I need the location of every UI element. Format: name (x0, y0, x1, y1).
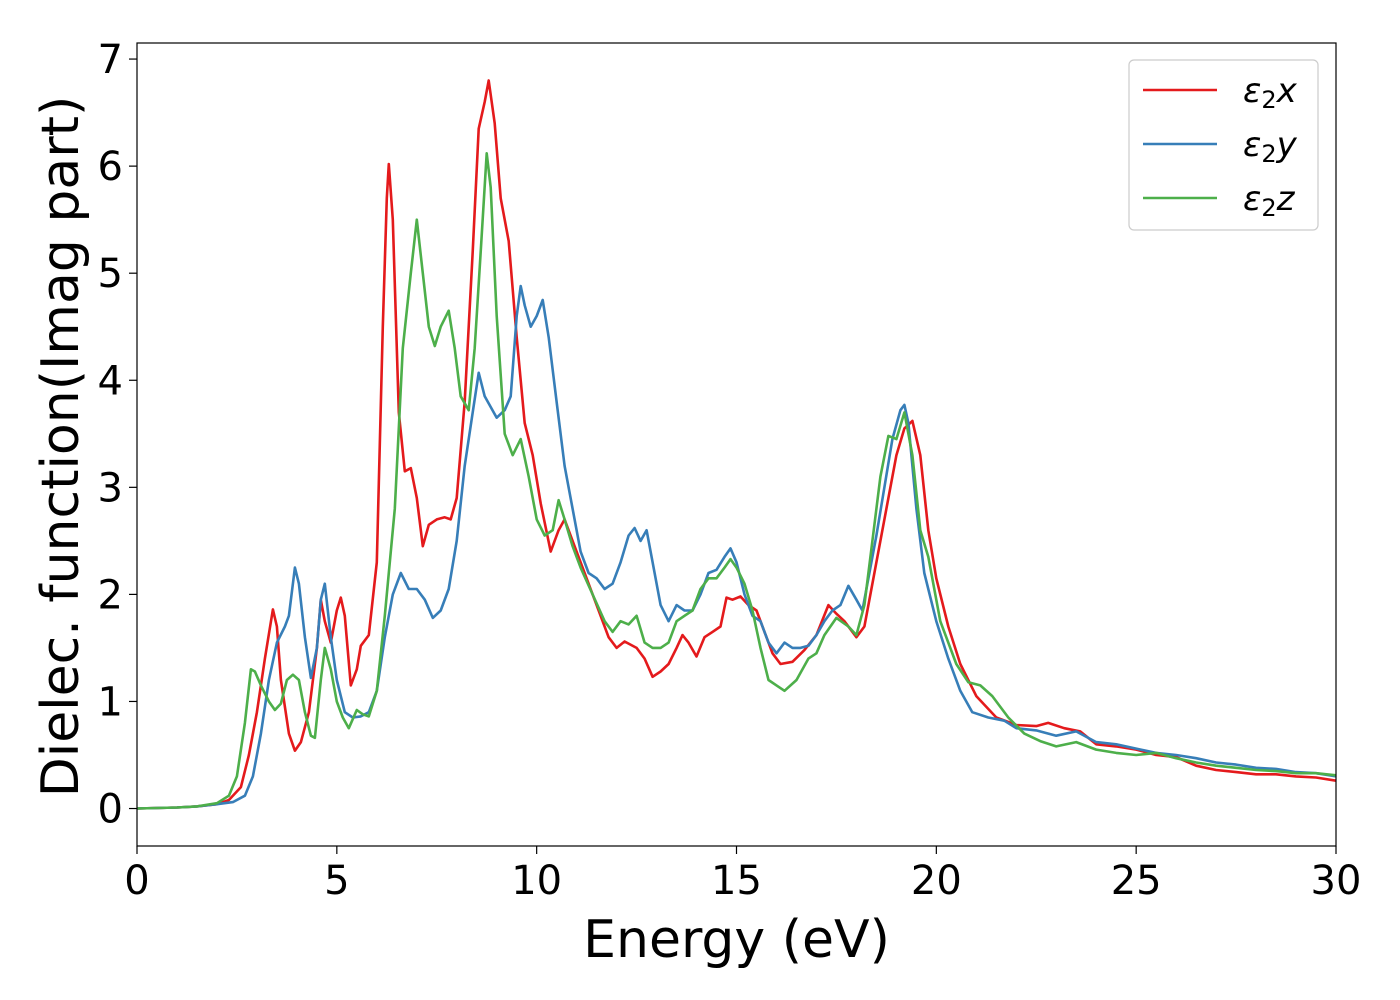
series-line-x (136, 79, 1337, 810)
series-line-z (136, 152, 1337, 810)
x-axis-title: Energy (eV) (583, 910, 890, 970)
x-tick-label: 20 (911, 858, 962, 904)
y-tick-label: 2 (98, 572, 123, 618)
series-line-y (136, 284, 1337, 810)
x-tick-label: 5 (324, 858, 349, 904)
y-tick-label: 5 (98, 251, 123, 297)
y-tick-label: 0 (98, 787, 123, 833)
legend-label-z: ε2z (1243, 179, 1296, 222)
x-tick-label: 10 (511, 858, 562, 904)
y-axis-ticks: 0 1 2 3 4 5 6 7 (98, 37, 137, 833)
legend-label-y: ε2y (1243, 125, 1298, 168)
x-tick-label: 0 (124, 858, 149, 904)
x-tick-label: 30 (1311, 858, 1362, 904)
y-axis-title: Dielec. function(Imag part) (31, 96, 91, 798)
y-tick-label: 7 (98, 37, 123, 83)
legend: ε2x ε2y ε2z (1128, 59, 1319, 231)
legend-label-x: ε2x (1243, 71, 1298, 114)
y-tick-label: 6 (98, 144, 123, 190)
x-tick-label: 15 (711, 858, 762, 904)
plot-lines (136, 79, 1337, 810)
y-tick-label: 1 (98, 679, 123, 725)
legend-box (1128, 59, 1319, 231)
y-tick-label: 4 (98, 358, 123, 404)
y-tick-label: 3 (98, 465, 123, 511)
x-axis-ticks: 0 5 10 15 20 25 30 (124, 846, 1361, 904)
x-tick-label: 25 (1111, 858, 1162, 904)
